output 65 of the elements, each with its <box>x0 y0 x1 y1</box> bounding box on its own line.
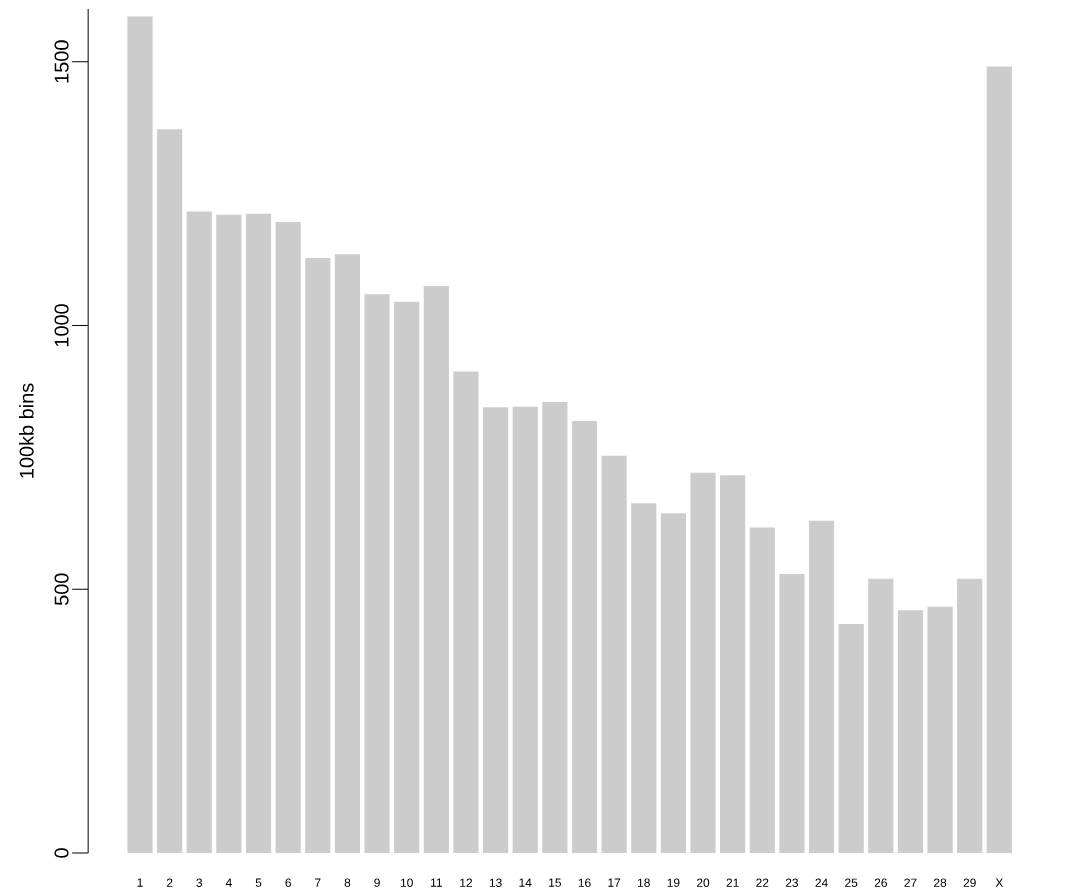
x-tick-label: 17 <box>608 878 621 887</box>
x-tick-label: X <box>995 878 1004 887</box>
bar <box>897 610 924 853</box>
bar <box>423 285 449 853</box>
x-tick-label: 6 <box>285 878 291 887</box>
x-tick-label: 18 <box>638 878 650 887</box>
bar <box>749 527 775 853</box>
x-tick-label: 27 <box>904 878 917 887</box>
y-tick-label: 1000 <box>54 304 69 347</box>
bar <box>838 624 864 853</box>
bar <box>986 66 1012 853</box>
bar <box>186 211 212 853</box>
bar <box>631 503 657 853</box>
x-tick-label: 19 <box>667 878 680 887</box>
y-tick-label: 500 <box>54 573 69 606</box>
x-tick-label: 28 <box>934 878 947 887</box>
bar <box>660 513 686 853</box>
x-tick-label: 7 <box>315 878 321 887</box>
bar <box>542 401 568 853</box>
bar <box>779 573 805 853</box>
x-tick-label: 29 <box>963 878 976 887</box>
bar <box>601 455 627 853</box>
bar <box>483 407 509 853</box>
y-tick-label: 1500 <box>54 40 69 83</box>
bar <box>305 257 331 853</box>
x-tick-label: 9 <box>374 878 380 887</box>
bar <box>275 222 301 853</box>
bar <box>957 578 983 853</box>
bar <box>216 214 242 853</box>
y-axis-title: 100kb bins <box>19 383 34 478</box>
bar <box>808 520 835 853</box>
x-tick-label: 15 <box>549 878 561 887</box>
x-tick-label: 13 <box>489 878 502 887</box>
x-tick-label: 5 <box>255 878 262 887</box>
bar <box>334 254 361 853</box>
x-tick-label: 3 <box>196 878 203 887</box>
x-tick-label: 8 <box>344 878 351 887</box>
x-tick-label: 20 <box>696 878 710 887</box>
x-tick-label: 12 <box>460 878 472 887</box>
x-tick-label: 10 <box>400 878 413 887</box>
bar <box>927 606 953 853</box>
x-tick-label: 24 <box>815 878 828 887</box>
bar <box>394 301 420 853</box>
bar <box>571 420 598 853</box>
x-tick-label: 23 <box>785 878 799 887</box>
x-tick-label: 11 <box>431 878 442 887</box>
x-tick-label: 26 <box>874 878 887 887</box>
bar <box>720 475 746 853</box>
bar <box>157 129 183 853</box>
bar <box>690 472 716 853</box>
x-tick-label: 2 <box>166 878 173 887</box>
y-tick-label: 0 <box>54 848 69 858</box>
bar <box>245 213 272 853</box>
x-tick-label: 16 <box>578 878 591 887</box>
x-tick-label: 1 <box>137 878 143 887</box>
x-tick-label: 22 <box>756 878 769 887</box>
bar <box>453 371 479 853</box>
x-tick-label: 4 <box>225 878 232 887</box>
bar <box>127 16 153 853</box>
bar <box>364 294 390 853</box>
x-tick-label: 25 <box>845 878 858 887</box>
x-tick-label: 21 <box>726 878 739 887</box>
bar <box>512 406 538 853</box>
x-tick-label: 14 <box>519 878 532 887</box>
bar <box>868 578 894 853</box>
